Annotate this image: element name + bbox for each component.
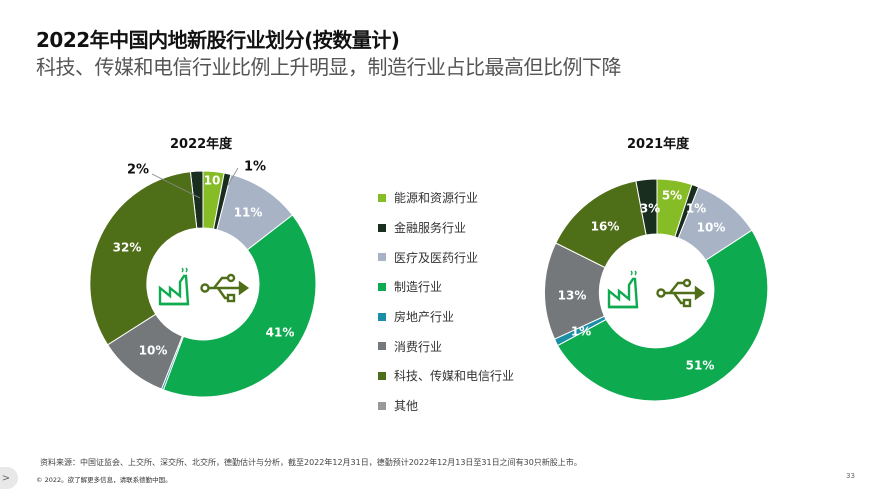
legend-label: 其他: [394, 399, 419, 414]
label-finance-2022: 1%: [244, 160, 266, 175]
legend-label: 金融服务行业: [394, 221, 467, 236]
legend-item-manufacturing: 制造行业: [378, 272, 514, 302]
label-consumer-2021: 13%: [558, 289, 587, 303]
label-manufacturing-2022: 41%: [266, 326, 295, 340]
label-tmt-2022: 32%: [113, 241, 142, 255]
legend-item-healthcare: 医疗及医药行业: [378, 242, 514, 272]
factory-icon: [158, 267, 190, 306]
slice-manufacturing-2022: [162, 214, 317, 398]
label-energy-2022: 10: [204, 174, 221, 188]
factory-icon: [607, 270, 639, 309]
legend-swatch: [378, 371, 386, 380]
legend-label: 科技、传媒和电信行业: [394, 369, 515, 384]
chart-legend: 能源和资源行业 金融服务行业 医疗及医药行业 制造行业 房地产行业 消费行业 科…: [378, 183, 514, 421]
next-slide-button[interactable]: >: [0, 467, 18, 489]
legend-item-finance: 金融服务行业: [378, 213, 514, 243]
legend-item-consumer: 消费行业: [378, 331, 514, 361]
label-other-2022: 2%: [127, 163, 149, 178]
page-subtitle: 科技、传媒和电信行业比例上升明显，制造行业占比最高但比例下降: [36, 55, 622, 79]
page-number: 33: [846, 472, 855, 480]
slice-tmt-2022: [89, 171, 198, 346]
slice-tmt-2021: [555, 180, 647, 269]
chart-title-2021: 2021年度: [627, 137, 690, 152]
legend-item-energy: 能源和资源行业: [378, 183, 514, 213]
label-energy-2021: 5%: [662, 189, 682, 203]
legend-swatch: [378, 253, 386, 262]
legend-label: 房地产行业: [394, 310, 455, 325]
legend-label: 医疗及医药行业: [394, 250, 479, 265]
legend-label: 制造行业: [394, 280, 443, 295]
legend-item-realestate: 房地产行业: [378, 302, 514, 332]
label-manufacturing-2021: 51%: [686, 359, 715, 373]
usb-icon: [656, 278, 706, 308]
label-realestate-2021: 1%: [571, 325, 591, 339]
legend-swatch: [378, 312, 386, 321]
chart-title-2022: 2022年度: [170, 137, 233, 152]
label-healthcare-2022: 11%: [234, 206, 263, 220]
legend-swatch: [378, 282, 386, 291]
chevron-right-icon: >: [1, 472, 11, 484]
legend-label: 能源和资源行业: [394, 191, 479, 206]
legend-item-other: 其他: [378, 391, 514, 421]
label-finance-2021: 1%: [686, 202, 706, 216]
source-note: 资料来源：中国证监会、上交所、深交所、北交所，德勤估计与分析，截至2022年12…: [40, 458, 582, 467]
legend-swatch: [378, 401, 386, 410]
slice-manufacturing-2021: [556, 229, 769, 402]
legend-item-tmt: 科技、传媒和电信行业: [378, 361, 514, 391]
label-healthcare-2021: 10%: [697, 221, 726, 235]
legend-swatch: [378, 193, 386, 202]
usb-icon: [200, 273, 250, 303]
legend-swatch: [378, 342, 386, 351]
label-tmt-2021: 16%: [591, 220, 620, 234]
label-consumer-2022: 10%: [139, 344, 168, 358]
copyright-note: © 2022。欲了解更多信息，请联系德勤中国。: [36, 476, 172, 484]
legend-swatch: [378, 223, 386, 232]
page-title: 2022年中国内地新股行业划分(按数量计): [36, 28, 400, 52]
label-other-2021: 3%: [640, 202, 660, 216]
legend-label: 消费行业: [394, 339, 443, 354]
